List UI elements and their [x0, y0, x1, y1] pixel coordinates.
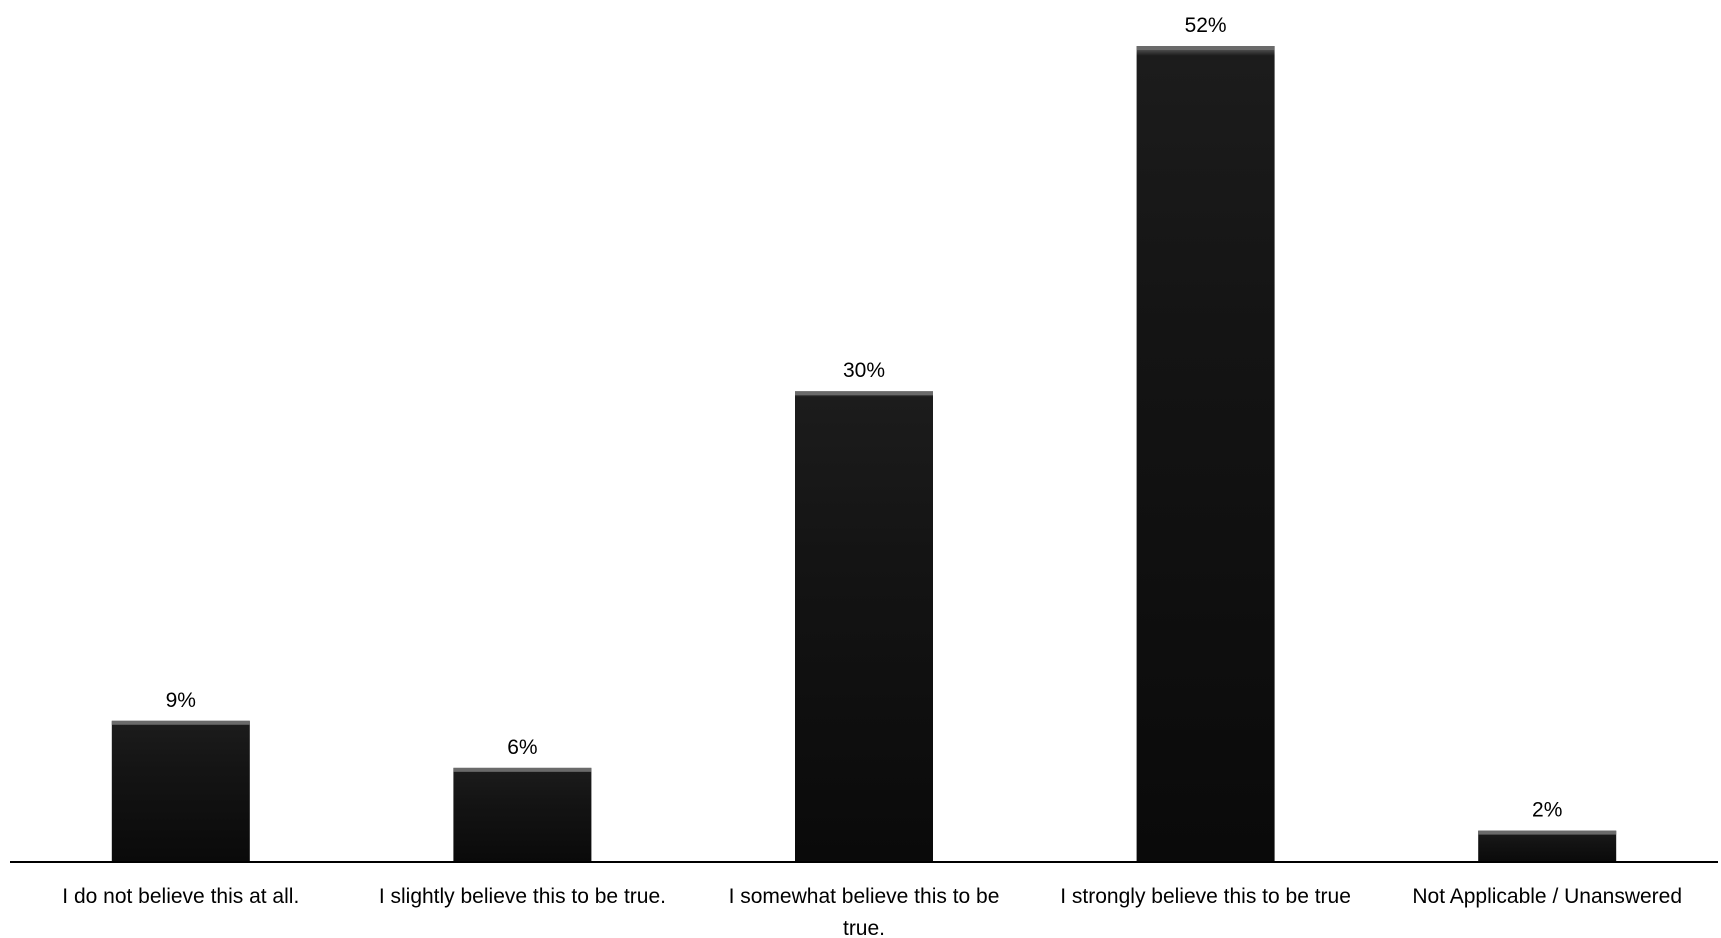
data-label: 52% — [1185, 14, 1227, 37]
bar — [795, 391, 933, 862]
category-label-line: I somewhat believe this to be — [729, 885, 1000, 908]
bar — [1136, 46, 1275, 862]
category-label-line: I strongly believe this to be true — [1060, 885, 1351, 908]
bar-top-edge — [111, 720, 250, 725]
data-label: 9% — [166, 689, 196, 712]
bar-top-edge — [1478, 830, 1617, 835]
category-label-line: I slightly believe this to be true. — [379, 885, 666, 908]
bars-layer — [111, 46, 1617, 862]
data-labels-layer: 9% 6% 30% 52% 2% — [166, 14, 1563, 822]
category-label-line: true. — [843, 917, 885, 938]
category-label: I do not believe this at all. — [62, 885, 299, 908]
bar — [453, 767, 592, 862]
category-label: I slightly believe this to be true. — [379, 885, 666, 908]
category-labels-layer: I do not believe this at all. I slightly … — [62, 885, 1682, 938]
bar-top-edge — [453, 767, 592, 772]
data-label: 2% — [1532, 799, 1562, 822]
bar-top-edge — [1136, 46, 1275, 50]
category-label: I somewhat believe this to be true. — [729, 885, 1000, 938]
category-label-line: Not Applicable / Unanswered — [1412, 885, 1682, 908]
bar-top-edge — [795, 391, 933, 396]
bar — [1478, 830, 1617, 862]
category-label: Not Applicable / Unanswered — [1412, 885, 1682, 908]
data-label: 6% — [507, 736, 537, 759]
data-label: 30% — [843, 359, 885, 382]
category-label: I strongly believe this to be true — [1060, 885, 1351, 908]
bar — [111, 720, 250, 862]
category-label-line: I do not believe this at all. — [62, 885, 299, 908]
